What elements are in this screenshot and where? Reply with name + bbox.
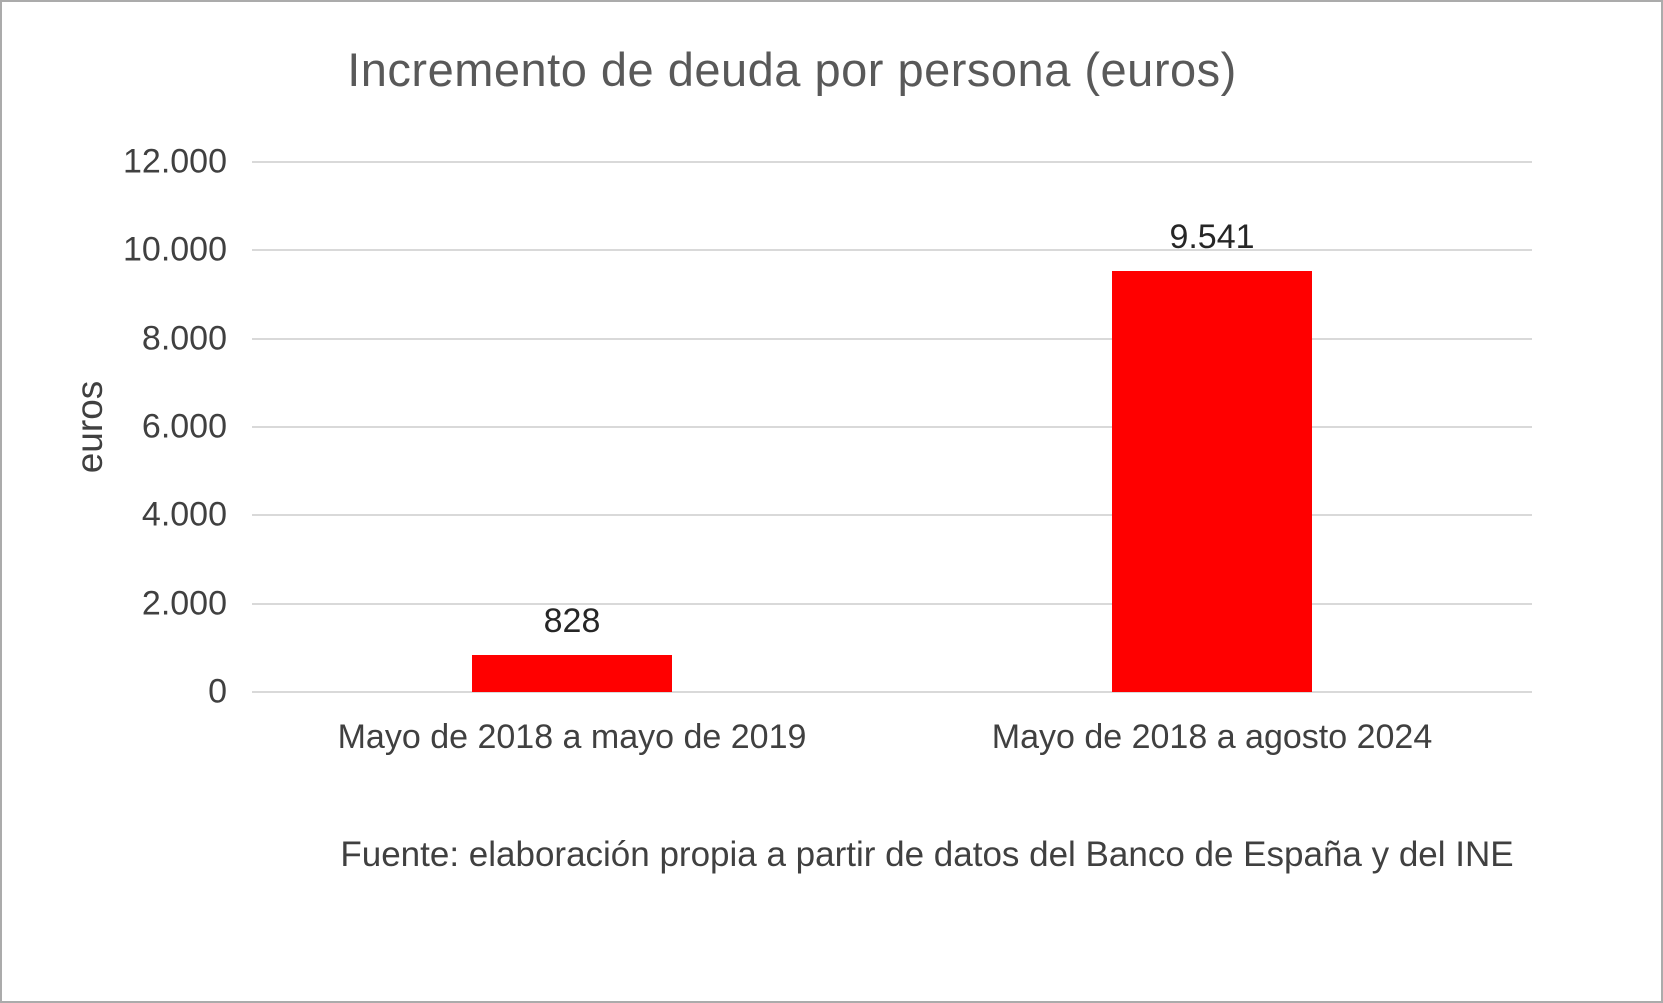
y-tick-label: 10.000 bbox=[123, 230, 227, 269]
gridline bbox=[252, 602, 1532, 605]
bar bbox=[1112, 270, 1312, 692]
y-tick-label: 0 bbox=[208, 672, 227, 711]
x-category-label: Mayo de 2018 a agosto 2024 bbox=[991, 718, 1433, 756]
gridline bbox=[252, 337, 1532, 340]
bar-value-label: 828 bbox=[543, 602, 601, 641]
y-tick-label: 8.000 bbox=[141, 319, 227, 358]
gridline bbox=[252, 691, 1532, 693]
gridline bbox=[252, 249, 1532, 252]
gridline bbox=[252, 426, 1532, 428]
bar bbox=[472, 655, 672, 692]
plot-area: 0 2.000 4.000 6.000 8.000 10.000 12.000 828 Mayo… bbox=[123, 143, 1532, 756]
gridline bbox=[252, 161, 1532, 163]
chart-title: Incremento de deuda por persona (euros) bbox=[347, 43, 1237, 96]
y-tick-label: 6.000 bbox=[141, 407, 227, 446]
y-tick-label: 2.000 bbox=[141, 584, 227, 623]
bar-value-label: 9.541 bbox=[1169, 217, 1255, 256]
x-category-label: Mayo de 2018 a mayo de 2019 bbox=[337, 718, 807, 756]
y-tick-label: 4.000 bbox=[141, 495, 227, 534]
y-tick-label: 12.000 bbox=[123, 142, 227, 181]
source-note: Fuente: elaboración propia a partir de d… bbox=[340, 835, 1514, 874]
gridline bbox=[252, 514, 1532, 517]
